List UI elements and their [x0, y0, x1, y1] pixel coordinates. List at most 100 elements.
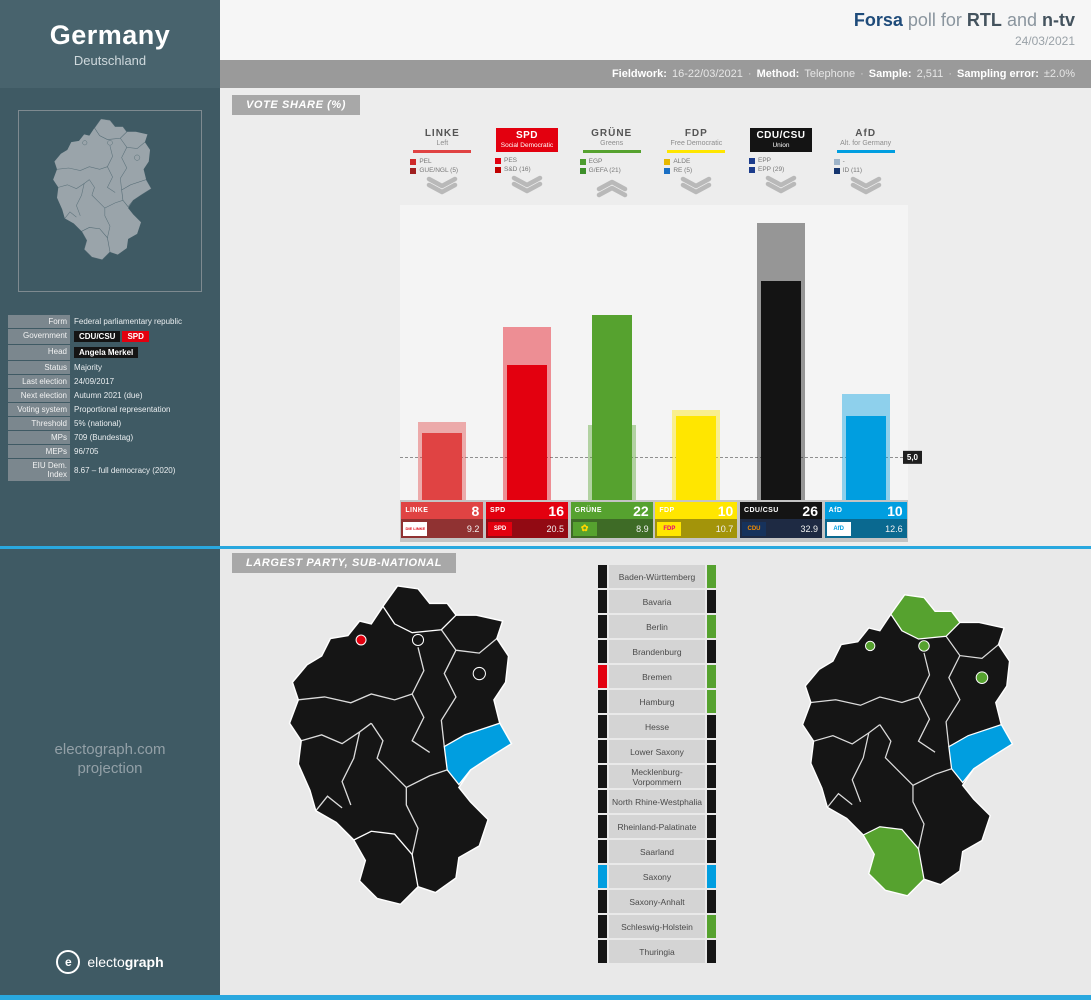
party-underline [413, 150, 472, 153]
bar-current [591, 314, 632, 500]
legend-label: G/EFA (21) [588, 167, 621, 174]
separator: · [860, 68, 864, 80]
legend-swatch [833, 158, 840, 165]
fact-label: Head [8, 345, 70, 360]
fact-value: 24/09/2017 [74, 377, 115, 386]
state-right-chip [707, 765, 716, 788]
party-result-name: SPD [490, 507, 506, 514]
party-subtitle: Alt. for Germany [840, 140, 892, 147]
electograph-logo-icon: e [56, 950, 81, 974]
bar-current [845, 415, 886, 500]
method-label: Method: [756, 68, 800, 80]
fact-label: Status [8, 361, 70, 374]
channel-rtl: RTL [966, 10, 1002, 30]
state-right-chip [707, 740, 716, 763]
party-header: CDU/CSU Union EPP EPP (29) [739, 128, 824, 205]
legend-entry: ID (11) [833, 166, 898, 175]
germany-map [801, 594, 1014, 897]
state-name: Rheinland-Palatinate [609, 815, 705, 838]
party-result-block: SPD 16 SPD 20.5 [486, 502, 568, 538]
trend-down-icon [765, 175, 797, 194]
country-title: Germany [49, 20, 171, 50]
sample-value: 2,511 [916, 68, 944, 80]
state-name: Schleswig-Holstein [609, 915, 705, 938]
eu-affiliation-legend: EGP G/EFA (21) [579, 157, 644, 175]
party-result-block: GRÜNE 22 ✿ 8.9 [570, 502, 653, 538]
state-row: Saxony [598, 865, 716, 888]
fact-label: Voting system [8, 403, 70, 416]
party-result-name: LINKE [405, 507, 429, 514]
largest-party-banner: LARGEST PARTY, SUB-NATIONAL [232, 553, 457, 573]
state-row: Hesse [598, 715, 716, 738]
party-current-value: 8 [471, 502, 480, 519]
legend-entry: PES [494, 156, 559, 165]
legend-swatch [748, 166, 755, 173]
poll-header: Forsa poll for RTL and n-tv 24/03/2021 [220, 0, 1091, 60]
fact-value: Angela Merkel [70, 345, 212, 360]
party-result-block: CDU/CSU 26 CDU 32.9 [740, 502, 822, 538]
party-result-block: AfD 10 AfD 12.6 [824, 502, 907, 538]
channel-ntv: n-tv [1042, 10, 1075, 30]
fact-chip: SPD [122, 331, 149, 342]
fieldwork-bar: Fieldwork: 16-22/03/2021 · Method: Telep… [220, 60, 1091, 88]
party-current-value: 10 [717, 502, 734, 519]
party-result-row: GRÜNE 22 [570, 502, 653, 519]
projection-note: electograph.com projection [0, 740, 220, 778]
legend-swatch [664, 167, 671, 174]
state-row: Lower Saxony [598, 740, 716, 763]
state-right-chip [707, 915, 716, 938]
fieldwork-label: Fieldwork: [611, 68, 667, 80]
legend-label: GUE/NGL (5) [419, 167, 459, 174]
fact-chip: CDU/CSU [74, 331, 121, 342]
state-row: Bremen [598, 665, 716, 688]
state-row: Saxony-Anhalt [598, 890, 716, 913]
eu-affiliation-legend: PES S&D (16) [494, 156, 559, 174]
state-row: Baden-Württemberg [598, 565, 716, 588]
map-last-election [272, 571, 564, 963]
party-result-row: LINKE 8 [401, 502, 484, 519]
party-name-text: CDU/CSU [756, 130, 806, 141]
state-left-chip [598, 940, 607, 963]
state-name: Hamburg [609, 690, 705, 713]
state-name: Mecklenburg-Vorpommern [609, 765, 705, 788]
party-footer-band: LINKE 8 DIE LINKE 9.2 SPD 16 SPD 20.5 GRÜNE 22 ✿ 8.… [400, 500, 908, 542]
party-previous-value: 20.5 [546, 523, 564, 534]
state-name: Lower Saxony [609, 740, 705, 763]
legend-label: ALDE [673, 158, 691, 165]
party-subtitle: Left [436, 140, 449, 147]
bar-current [507, 365, 547, 500]
fieldwork-value: 16-22/03/2021 [671, 68, 743, 80]
state-row: Bavaria [598, 590, 716, 613]
largest-party-section: LARGEST PARTY, SUB-NATIONAL Baden-Württe… [220, 549, 1091, 995]
vote-share-banner: VOTE SHARE (%) [232, 95, 361, 115]
trend-indicator [680, 176, 712, 196]
party-logo: AfD [826, 521, 851, 536]
legend-entry: PEL [410, 157, 474, 166]
party-name: GRÜNE [591, 128, 633, 139]
fact-value: CDU/CSU SPD [70, 329, 212, 344]
state-right-chip [707, 715, 716, 738]
state-right-chip [707, 815, 716, 838]
error-label: Sampling error: [956, 68, 1039, 80]
party-current-value: 10 [887, 502, 903, 519]
state-row: Schleswig-Holstein [598, 915, 716, 938]
fact-label: EIU Dem. Index [8, 459, 70, 481]
party-underline [667, 150, 726, 153]
state-left-chip [598, 740, 607, 763]
fact-label: Threshold [8, 417, 70, 430]
bar-current [422, 432, 463, 500]
party-header: AfD Alt. for Germany - ID (11) [823, 128, 908, 205]
fact-row: Head Angela Merkel [8, 345, 212, 360]
projection-site: electograph.com [54, 741, 166, 758]
state-left-chip [598, 865, 607, 888]
legend-entry: EPP [748, 156, 813, 165]
legend-entry: GUE/NGL (5) [410, 166, 474, 175]
legend-swatch [410, 158, 417, 165]
party-subtitle: Union [772, 142, 790, 149]
legend-swatch [494, 166, 501, 173]
threshold-label: 5,0 [902, 450, 922, 464]
state-name: Thuringia [609, 940, 705, 963]
trend-indicator [426, 176, 458, 196]
state-left-chip [598, 840, 607, 863]
legend-swatch [748, 157, 755, 164]
